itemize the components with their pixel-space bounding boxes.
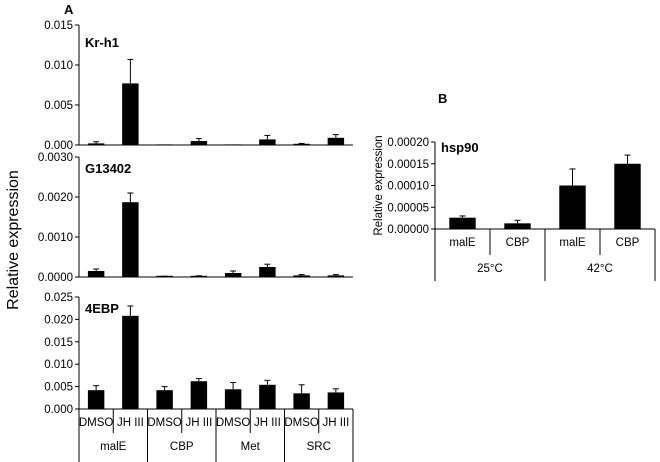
bar: [224, 144, 242, 145]
bar: [190, 381, 208, 409]
x-tick-label: JH III: [322, 417, 349, 429]
bar: [259, 267, 276, 277]
panel-label-a: A: [64, 2, 74, 17]
bar: [190, 141, 208, 145]
bar: [224, 389, 242, 409]
y-tick-label: 0.015: [44, 20, 73, 32]
chart-title: hsp90: [441, 140, 479, 155]
y-tick-label: 0.000: [44, 140, 73, 152]
bar: [293, 275, 310, 277]
y-tick-label: 0.00020: [387, 137, 429, 149]
chart-title: G13402: [85, 161, 131, 176]
y-tick-label: 0.010: [44, 60, 73, 72]
x-tick-label: DMSO: [284, 417, 319, 429]
y-tick-label: 0.00000: [387, 224, 429, 236]
chart-title: Kr-h1: [85, 35, 119, 50]
bar: [259, 139, 276, 145]
x-tick-label: malE: [449, 237, 476, 249]
bar: [327, 137, 345, 145]
y-tick-label: 0.000: [44, 404, 73, 416]
group-label: 25°C: [477, 263, 503, 275]
group-label: CBP: [170, 441, 194, 453]
bar: [156, 144, 173, 145]
chart-hsp90: 0.00000 0.00005 0.00010 0.00015 0.00020 hsp90…: [373, 135, 656, 281]
bar: [559, 185, 586, 229]
bar: [87, 390, 105, 409]
x-tick-label: DMSO: [79, 417, 114, 429]
x-tick-label: JH III: [254, 417, 281, 429]
group-label: 42°C: [587, 263, 613, 275]
y-axis-label: Relative expression: [373, 135, 385, 235]
x-tick-label: DMSO: [147, 417, 182, 429]
panel-label-b: B: [438, 91, 447, 106]
bar: [614, 163, 641, 229]
y-tick-label: 0.00005: [387, 202, 429, 214]
y-tick-label: 0.005: [44, 382, 73, 394]
bar: [449, 217, 476, 229]
y-tick-label: 0.015: [44, 337, 73, 349]
bar: [293, 393, 310, 409]
x-tick-label: CBP: [616, 237, 640, 249]
bar: [156, 390, 173, 409]
bar: [190, 275, 208, 277]
chart-kr-h1: 0.000 0.005 0.010 0.015 Kr-h1: [44, 20, 353, 152]
y-tick-label: 0.005: [44, 100, 73, 112]
x-tick-label: JH III: [185, 417, 212, 429]
bar: [504, 223, 531, 229]
y-tick-label: 0.00010: [387, 181, 429, 193]
y-tick-label: 0.025: [44, 292, 73, 304]
x-tick-label: CBP: [506, 237, 530, 249]
chart-title: 4EBP: [85, 301, 119, 316]
bar: [259, 384, 276, 409]
bar: [122, 315, 139, 409]
y-tick-label: 0.020: [44, 314, 73, 326]
y-tick-label: 0.00015: [387, 159, 429, 171]
group-label: SRC: [307, 441, 331, 453]
bar: [87, 271, 105, 277]
bar: [293, 143, 310, 145]
x-tick-label: DMSO: [216, 417, 251, 429]
bar: [122, 83, 139, 145]
bar: [327, 275, 345, 277]
group-label: malE: [100, 441, 127, 453]
group-label: Met: [241, 441, 261, 453]
x-tick-label: JH III: [117, 417, 144, 429]
y-tick-label: 0.0030: [38, 152, 73, 164]
chart-g13402: 0.0000 0.0010 0.0020 0.0030 G13402: [38, 152, 353, 284]
bar: [87, 143, 105, 145]
x-tick-label: malE: [559, 237, 586, 249]
y-tick-label: 0.0010: [38, 232, 73, 244]
bar: [122, 202, 139, 277]
y-tick-label: 0.010: [44, 359, 73, 371]
left-y-axis-label: Relative expression: [5, 170, 22, 310]
bar: [224, 273, 242, 277]
y-tick-label: 0.0020: [38, 192, 73, 204]
bar: [327, 392, 345, 409]
y-tick-label: 0.0000: [38, 272, 73, 284]
